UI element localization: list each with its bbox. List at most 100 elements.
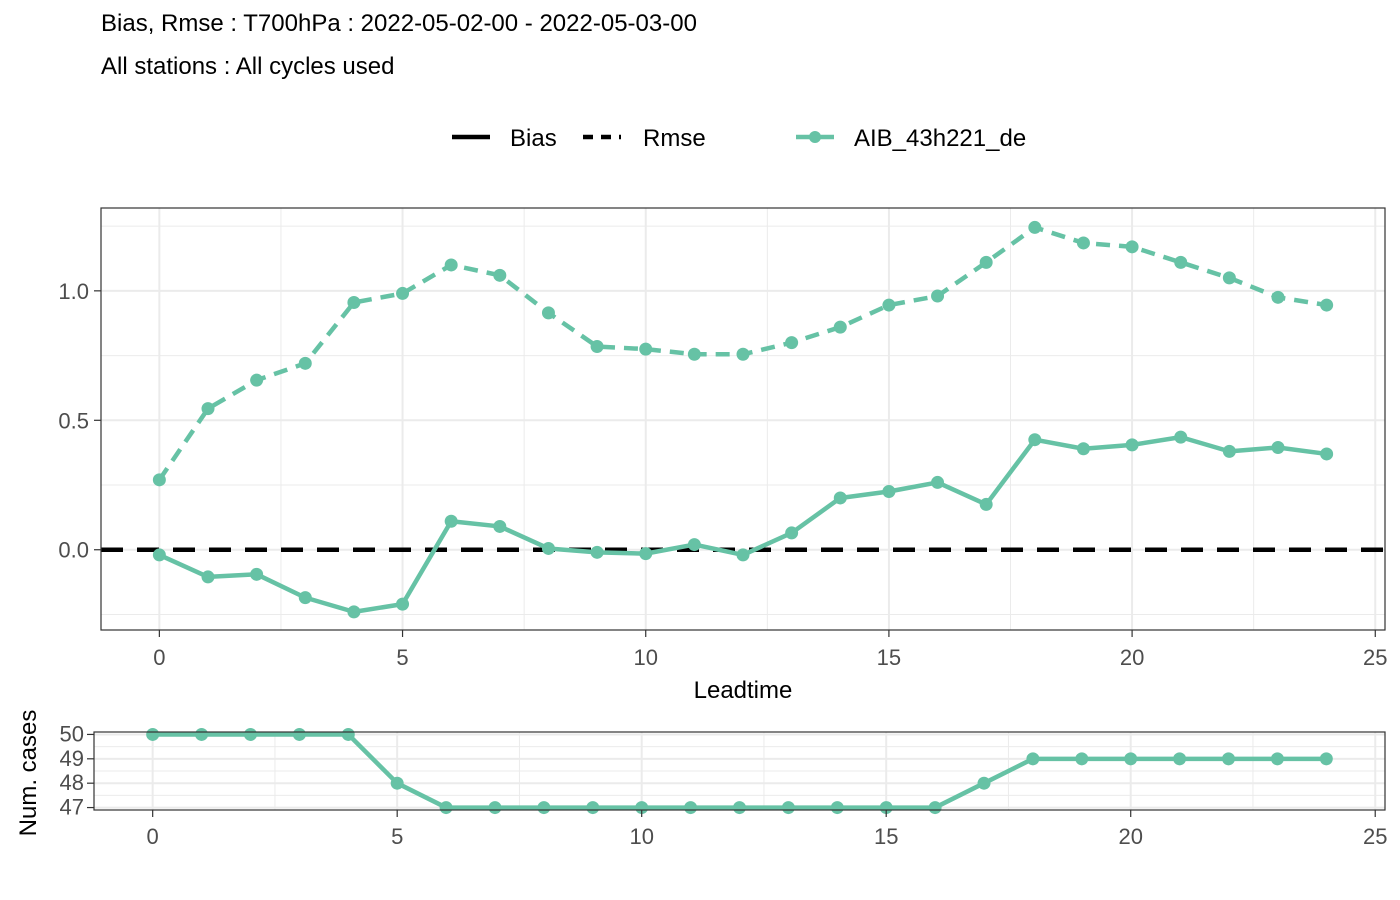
data-point-rmse <box>493 268 507 282</box>
main-x-tick-label: 10 <box>633 645 657 670</box>
cases-y-tick-label: 48 <box>60 770 84 795</box>
data-point-num-cases <box>684 801 698 815</box>
data-point-rmse <box>298 356 312 370</box>
data-point-num-cases <box>195 727 209 741</box>
main-series <box>152 220 1334 619</box>
main-panel-border <box>100 207 1386 631</box>
main-x-tick-label: 5 <box>396 645 408 670</box>
data-point-num-cases <box>1124 752 1138 766</box>
main-x-tick-label: 0 <box>153 645 165 670</box>
data-point-bias <box>1271 440 1285 454</box>
data-point-num-cases <box>243 727 257 741</box>
data-point-bias <box>541 541 555 555</box>
main-plot-background <box>101 208 1385 630</box>
data-point-num-cases <box>1270 752 1284 766</box>
data-point-bias <box>979 497 993 511</box>
data-point-rmse <box>396 286 410 300</box>
data-point-bias <box>1125 438 1139 452</box>
cases-panel-border <box>93 731 1386 811</box>
data-point-bias <box>736 548 750 562</box>
cases-series <box>146 727 1333 815</box>
main-panel: 0 5 10 15 20 25 0.0 0.5 1.0 Leadtime <box>58 207 1388 704</box>
data-point-rmse <box>1125 240 1139 254</box>
data-point-rmse <box>687 347 701 361</box>
data-point-rmse <box>785 336 799 350</box>
data-point-rmse <box>1028 220 1042 234</box>
data-point-rmse <box>1174 255 1188 269</box>
data-point-rmse <box>250 373 264 387</box>
cases-y-tick-label: 47 <box>60 795 84 820</box>
data-point-bias <box>1174 430 1188 444</box>
data-point-num-cases <box>1026 752 1040 766</box>
chart-subtitle: All stations : All cycles used <box>101 53 395 80</box>
main-x-tick-label: 20 <box>1120 645 1144 670</box>
data-point-num-cases <box>1222 752 1236 766</box>
data-point-num-cases <box>537 801 551 815</box>
data-point-rmse <box>201 402 215 416</box>
main-x-axis-label: Leadtime <box>694 677 793 704</box>
cases-x-tick-label: 20 <box>1118 824 1142 849</box>
main-y-tick-label: 0.5 <box>58 408 89 433</box>
legend: Bias Rmse AIB_43h221_de <box>452 125 1026 152</box>
data-point-bias <box>298 591 312 605</box>
data-point-rmse <box>639 342 653 356</box>
cases-y-axis-label: Num. cases <box>15 710 42 837</box>
data-point-rmse <box>1076 236 1090 250</box>
data-point-bias <box>639 547 653 561</box>
cases-x-tick-label: 25 <box>1363 824 1387 849</box>
data-point-bias <box>347 605 361 619</box>
data-point-num-cases <box>390 776 404 790</box>
data-point-num-cases <box>341 727 355 741</box>
data-point-num-cases <box>781 801 795 815</box>
data-point-bias <box>1320 447 1334 461</box>
data-point-num-cases <box>928 801 942 815</box>
data-point-rmse <box>833 320 847 334</box>
data-point-bias <box>931 475 945 489</box>
data-point-bias <box>882 484 896 498</box>
data-point-bias <box>201 570 215 584</box>
legend-key-model-point <box>809 131 821 143</box>
data-point-num-cases <box>439 801 453 815</box>
cases-x-tick-label: 10 <box>629 824 653 849</box>
data-point-bias <box>687 538 701 552</box>
main-y-tick-label: 0.0 <box>58 538 89 563</box>
data-point-rmse <box>444 258 458 272</box>
data-point-rmse <box>979 255 993 269</box>
data-point-rmse <box>1222 271 1236 285</box>
data-point-rmse <box>541 306 555 320</box>
data-point-rmse <box>1271 290 1285 304</box>
data-point-rmse <box>1320 298 1334 312</box>
data-point-bias <box>1222 444 1236 458</box>
legend-label-bias: Bias <box>510 125 557 152</box>
data-point-rmse <box>736 347 750 361</box>
main-x-tick-label: 25 <box>1363 645 1387 670</box>
data-point-num-cases <box>1319 752 1333 766</box>
data-point-bias <box>444 514 458 528</box>
cases-x-tick-label: 0 <box>147 824 159 849</box>
cases-y-tick-label: 50 <box>60 721 84 746</box>
main-x-axis: 0 5 10 15 20 25 <box>153 630 1388 670</box>
data-point-rmse <box>152 473 166 487</box>
data-point-num-cases <box>733 801 746 815</box>
data-point-rmse <box>882 298 896 312</box>
data-point-num-cases <box>1075 752 1089 766</box>
legend-label-model: AIB_43h221_de <box>854 125 1026 152</box>
data-point-bias <box>152 548 166 562</box>
main-y-axis: 0.0 0.5 1.0 <box>58 279 101 563</box>
data-point-num-cases <box>830 801 844 815</box>
data-point-bias <box>493 519 507 533</box>
cases-grid <box>94 732 1385 810</box>
cases-x-tick-label: 15 <box>874 824 898 849</box>
main-x-tick-label: 15 <box>877 645 901 670</box>
cases-x-axis: 0 5 10 15 20 25 <box>147 810 1387 849</box>
cases-x-tick-label: 5 <box>391 824 403 849</box>
data-point-bias <box>785 526 799 540</box>
data-point-rmse <box>931 289 945 303</box>
data-point-bias <box>396 597 410 611</box>
data-point-num-cases <box>292 727 306 741</box>
data-point-bias <box>1076 442 1090 456</box>
data-point-num-cases <box>586 801 600 815</box>
